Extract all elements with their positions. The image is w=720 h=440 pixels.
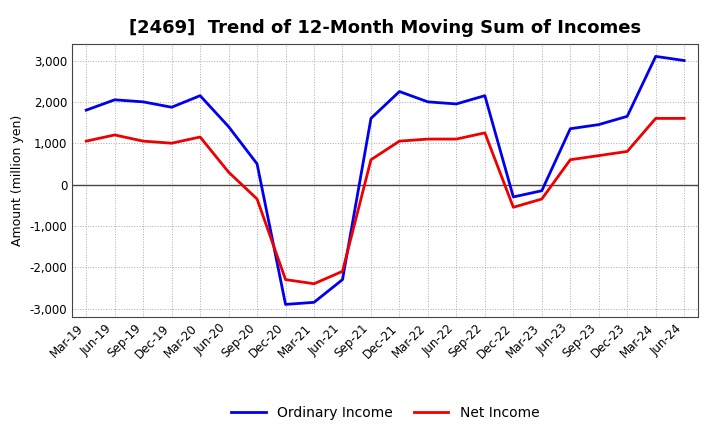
Net Income [537,196,546,202]
Net Income [338,269,347,274]
Net Income [595,153,603,158]
Net Income [423,136,432,142]
Ordinary Income [196,93,204,98]
Ordinary Income [282,302,290,307]
Net Income [167,140,176,146]
Net Income [452,136,461,142]
Ordinary Income [423,99,432,105]
Ordinary Income [110,97,119,103]
Line: Ordinary Income: Ordinary Income [86,56,684,304]
Ordinary Income [509,194,518,200]
Title: [2469]  Trend of 12-Month Moving Sum of Incomes: [2469] Trend of 12-Month Moving Sum of I… [129,19,642,37]
Ordinary Income [595,122,603,127]
Y-axis label: Amount (million yen): Amount (million yen) [11,115,24,246]
Net Income [282,277,290,282]
Net Income [366,157,375,162]
Ordinary Income [623,114,631,119]
Ordinary Income [480,93,489,98]
Net Income [196,134,204,139]
Ordinary Income [167,105,176,110]
Legend: Ordinary Income, Net Income: Ordinary Income, Net Income [225,400,545,425]
Ordinary Income [82,107,91,113]
Ordinary Income [537,188,546,193]
Ordinary Income [652,54,660,59]
Ordinary Income [566,126,575,132]
Line: Net Income: Net Income [86,118,684,284]
Ordinary Income [452,101,461,106]
Ordinary Income [139,99,148,105]
Net Income [566,157,575,162]
Net Income [225,169,233,175]
Net Income [110,132,119,138]
Ordinary Income [253,161,261,166]
Net Income [680,116,688,121]
Ordinary Income [338,277,347,282]
Ordinary Income [366,116,375,121]
Net Income [82,139,91,144]
Ordinary Income [395,89,404,94]
Ordinary Income [680,58,688,63]
Net Income [480,130,489,136]
Net Income [139,139,148,144]
Net Income [509,205,518,210]
Net Income [652,116,660,121]
Net Income [623,149,631,154]
Ordinary Income [310,300,318,305]
Net Income [310,281,318,286]
Ordinary Income [225,124,233,129]
Net Income [253,196,261,202]
Net Income [395,139,404,144]
